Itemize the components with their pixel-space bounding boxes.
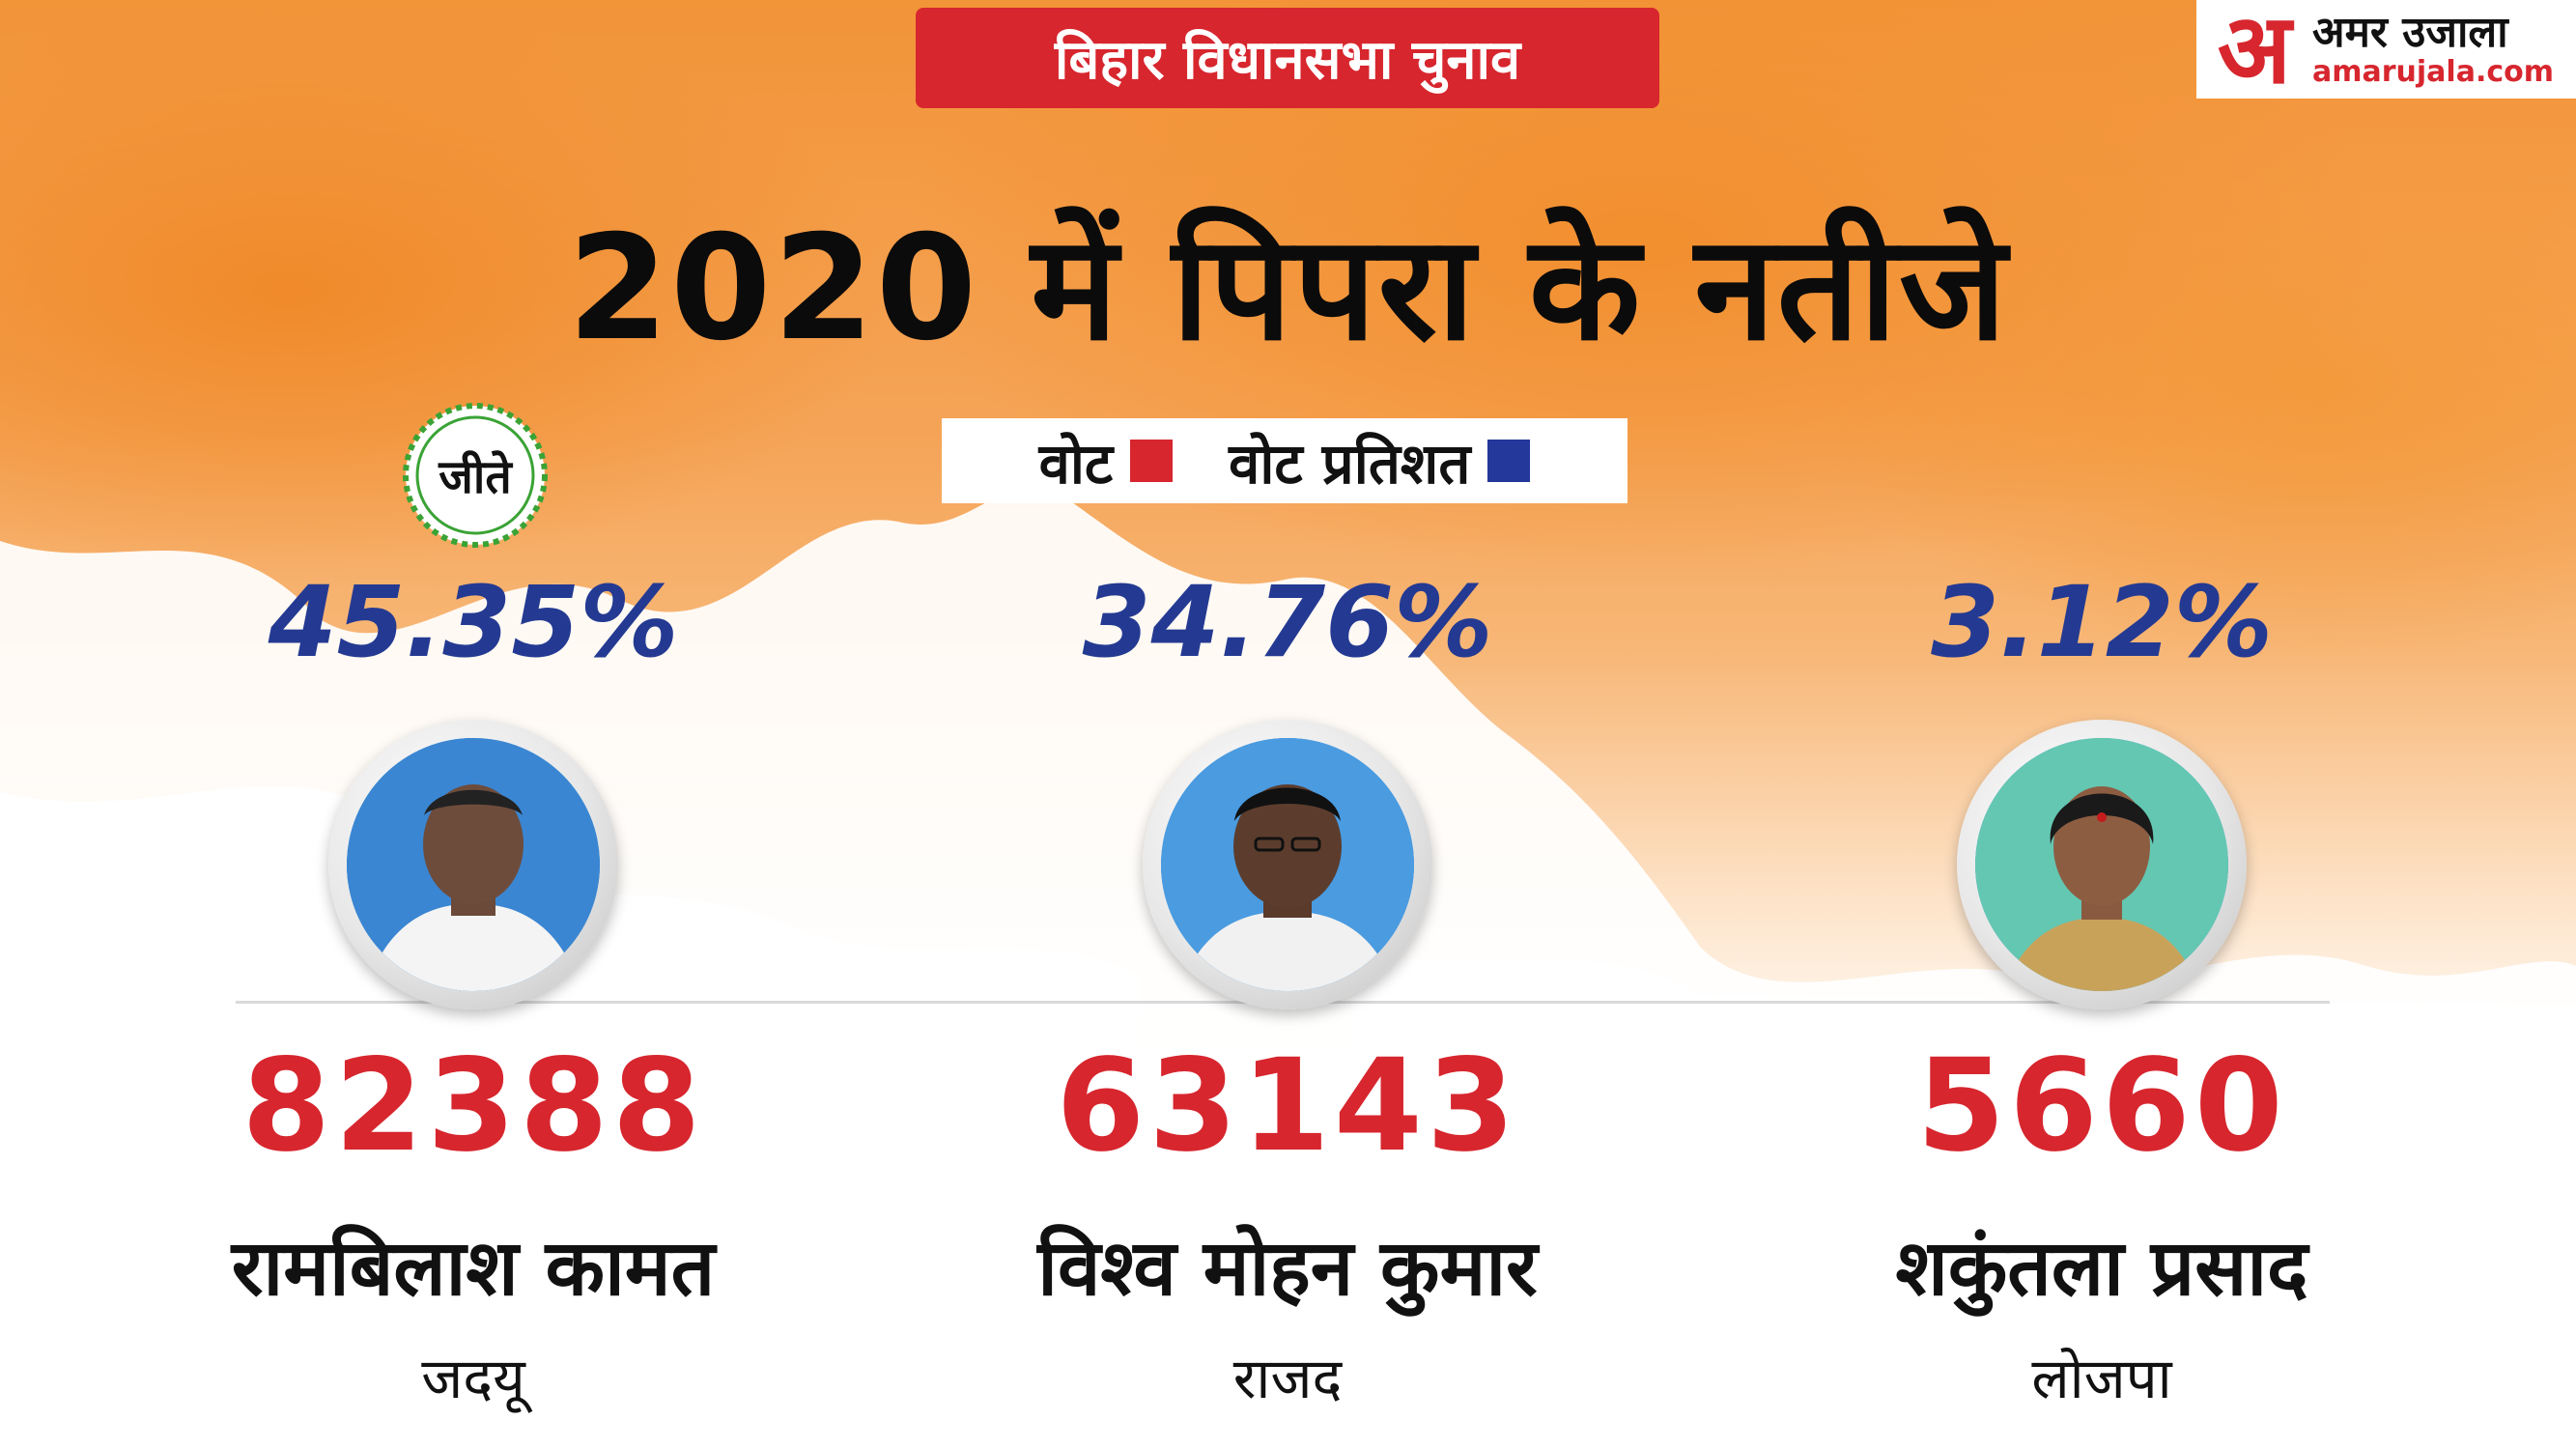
legend-votes-label: वोट [1038, 430, 1114, 497]
vote-count: 82388 [241, 1032, 705, 1180]
vote-percent: 45.35% [268, 565, 679, 680]
vote-count: 63143 [1056, 1032, 1519, 1180]
page-title: 2020 में पिपरा के नतीजे [567, 205, 2009, 373]
candidate-photo-image [347, 738, 600, 991]
vote-count: 5660 [1916, 1032, 2287, 1180]
vote-percent: 34.76% [1082, 565, 1493, 680]
legend-percent-label: वोट प्रतिशत [1229, 430, 1471, 497]
candidate-photo-image [1161, 738, 1414, 991]
candidate-photo [328, 720, 618, 1009]
logo-mark: अ [2217, 0, 2292, 105]
party-name: जदयू [421, 1346, 525, 1411]
candidate-card: 45.35% 82388 रामबिलाश कामत जदयू [135, 0, 811, 1449]
candidate-photo-image [1975, 738, 2228, 991]
amar-ujala-logo[interactable]: अ अमर उजाला amarujala.com [2196, 0, 2576, 99]
party-name: लोजपा [2031, 1346, 2172, 1411]
candidate-card: 34.76% 63143 विश्व मोहन कुमार राजद [949, 0, 1626, 1449]
candidate-name: रामबिलाश कामत [231, 1223, 716, 1313]
legend: वोट वोट प्रतिशत [942, 418, 1628, 503]
candidate-photo [1957, 720, 2247, 1009]
winner-label: जीते [439, 449, 512, 504]
logo-name: अमर उजाला [2312, 8, 2508, 58]
candidate-card: 3.12% 5660 शकुंतला प्रसाद लोजपा [1764, 0, 2440, 1449]
winner-badge: जीते [398, 398, 552, 553]
party-name: राजद [1232, 1346, 1343, 1411]
logo-domain: amarujala.com [2312, 54, 2555, 89]
vote-percent: 3.12% [1931, 565, 2273, 680]
legend-votes-swatch [1130, 440, 1174, 482]
candidate-photo [1143, 720, 1432, 1009]
candidate-name: शकुंतला प्रसाद [1895, 1223, 2308, 1313]
winner-seal-icon [403, 403, 548, 548]
election-banner: बिहार विधानसभा चुनाव [916, 8, 1659, 108]
legend-percent-swatch [1487, 440, 1531, 482]
candidate-name: विश्व मोहन कुमार [1037, 1223, 1538, 1313]
